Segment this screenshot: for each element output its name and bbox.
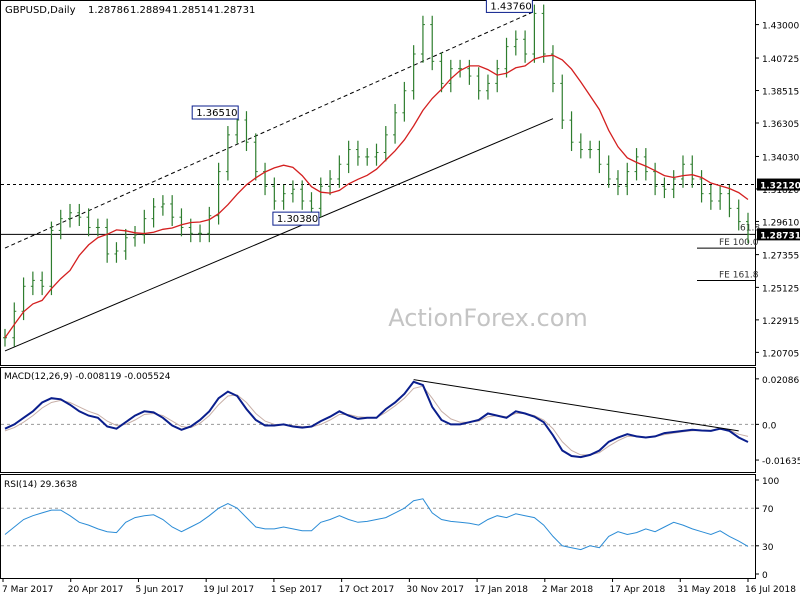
header-high: 1.28894 <box>130 5 171 16</box>
projection-label: FE 161.8 <box>719 270 759 280</box>
rsi-tick-label: 70 <box>762 505 774 515</box>
macd-series <box>1 379 755 459</box>
price-panel-frame <box>0 0 756 366</box>
price-tick-label: 1.29610 <box>762 218 799 228</box>
price-tick-label: 1.25125 <box>762 284 799 294</box>
date-tick-label: 7 Mar 2017 <box>2 585 53 595</box>
price-trendlines <box>4 10 554 352</box>
date-tick-label: 17 Oct 2017 <box>339 585 395 595</box>
channel-trendline <box>4 10 535 249</box>
date-tick-label: 31 May 2018 <box>677 585 736 595</box>
date-tick-label: 17 Apr 2018 <box>610 585 666 595</box>
date-tick-label: 17 Jan 2018 <box>474 585 528 595</box>
price-label: 1.36510 <box>196 108 237 119</box>
price-annotations: 1.43760 1.36510 1.30380 <box>191 0 533 226</box>
macd-panel-frame <box>0 367 756 473</box>
date-tick-label: 30 Nov 2017 <box>406 585 464 595</box>
price-label-box <box>485 0 533 13</box>
date-x-axis: 7 Mar 2017 20 Apr 2017 5 Jun 2017 19 Jul 20… <box>2 578 796 595</box>
header-low: 1.28514 <box>172 5 213 16</box>
moving-average-line <box>4 54 749 339</box>
support-trendline <box>4 118 554 352</box>
price-label: 1.30380 <box>277 214 318 225</box>
price-tick-label: 1.38515 <box>762 88 799 98</box>
rsi-panel-frame <box>0 474 756 579</box>
header-open: 1.28786 <box>88 5 129 16</box>
macd-main-line <box>4 380 749 459</box>
price-level-label: 1.32120 <box>760 182 800 192</box>
price-tick-label: 1.34030 <box>762 153 799 163</box>
date-tick-label: 16 Jul 2018 <box>745 585 796 595</box>
rsi-series <box>1 498 755 551</box>
rsi-tick-label: 30 <box>762 543 774 553</box>
price-tick-label: 1.31820 <box>762 186 799 196</box>
macd-tick-label: 0.020861 <box>762 376 800 386</box>
header-symbol: GBPUSD,Daily <box>5 5 76 16</box>
date-tick-label: 20 Apr 2017 <box>68 585 124 595</box>
price-y-axis: 1.43000 1.40725 1.38515 1.36305 1.34030 1.318… <box>755 22 800 359</box>
rsi-y-axis: 100 70 30 0 <box>755 477 779 581</box>
price-bars <box>3 4 750 347</box>
macd-tick-label: -0.016357 <box>762 457 800 467</box>
price-level-box <box>757 178 800 191</box>
price-label-box <box>191 105 239 120</box>
price-label-box <box>272 211 320 226</box>
projection-label: FE 100.0 <box>719 238 759 248</box>
price-tick-label: 1.27355 <box>762 252 799 262</box>
price-label: 1.43760 <box>490 1 531 12</box>
rsi-tick-label: 0 <box>762 571 768 581</box>
rsi-label: RSI(14) 29.3638 <box>4 480 77 490</box>
date-tick-label: 2 Mar 2018 <box>542 585 594 595</box>
projection-label: 61.8 <box>740 223 760 233</box>
date-tick-label: 19 Jul 2017 <box>203 585 254 595</box>
rsi-line <box>4 498 749 551</box>
price-level-box <box>757 228 800 241</box>
macd-y-axis: 0.020861 0.0 -0.016357 <box>755 376 800 467</box>
chart-header: GBPUSD,Daily 1.28786 1.28894 1.28514 1.2… <box>5 5 255 16</box>
price-tick-label: 1.43000 <box>762 22 799 32</box>
macd-tick-label: 0.0 <box>762 421 777 431</box>
price-grid: FE 100.0 FE 161.8 61.8 <box>1 184 760 281</box>
moving-average <box>4 54 749 339</box>
date-tick-label: 1 Sep 2017 <box>271 585 322 595</box>
price-tick-label: 1.36305 <box>762 120 799 130</box>
header-close: 1.28731 <box>214 5 255 16</box>
rsi-tick-label: 100 <box>762 477 779 487</box>
price-level-label: 1.28731 <box>760 231 800 241</box>
price-tick-label: 1.20705 <box>762 349 799 359</box>
price-tick-label: 1.40725 <box>762 55 799 65</box>
macd-trendline <box>413 379 739 432</box>
price-tick-label: 1.22915 <box>762 317 799 327</box>
watermark: ActionForex.com <box>388 304 588 332</box>
macd-label: MACD(12,26,9) -0.008119 -0.005524 <box>4 372 171 382</box>
date-tick-label: 5 Jun 2017 <box>135 585 183 595</box>
